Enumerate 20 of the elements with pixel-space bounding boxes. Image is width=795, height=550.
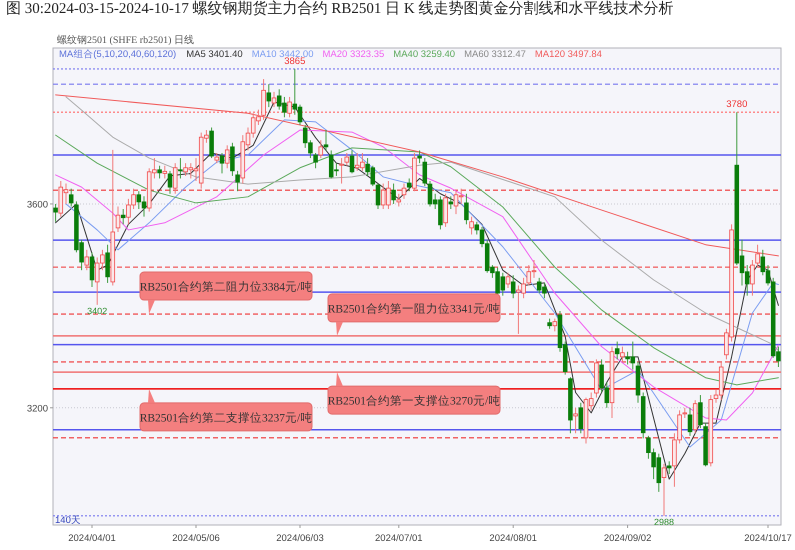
x-tick-label: 2024/04/01 <box>68 533 116 544</box>
x-tick-label: 2024/09/02 <box>604 533 652 544</box>
annotation: 3402 <box>87 306 108 316</box>
x-tick-label: 2024/08/01 <box>489 533 537 544</box>
x-tick-label: 2024/07/01 <box>375 533 423 544</box>
y-tick-label: 3200 <box>26 403 48 414</box>
annotation: 3780 <box>726 99 748 110</box>
annotation: RB2501合约第一阻力位3341元/吨 <box>328 302 500 316</box>
chart-subtitle: 螺纹钢2501 (SHFE rb2501) 日线 <box>57 34 194 46</box>
annotation: 2988 <box>654 516 674 527</box>
annotation: RB2501合约第二阻力位3384元/吨 <box>140 280 312 294</box>
y-tick-label: 3600 <box>26 199 48 210</box>
annotation: 3865 <box>284 56 306 67</box>
annotation: RB2501合约第一支撑位3270元/吨 <box>328 394 500 408</box>
x-tick-label: 2024/06/03 <box>276 533 324 544</box>
x-tick-label: 2024/10/17 <box>744 533 792 544</box>
annotation: 140天 <box>55 515 81 526</box>
annotation: RB2501合约第二支撑位3237元/吨 <box>140 411 312 424</box>
chart-title: 图 30:2024-03-15-2024-10-17 螺纹钢期货主力合约 RB2501 日 K 线走势图黄金分割线和水平线技术分析 <box>6 0 674 19</box>
x-tick-label: 2024/05/06 <box>172 533 220 544</box>
